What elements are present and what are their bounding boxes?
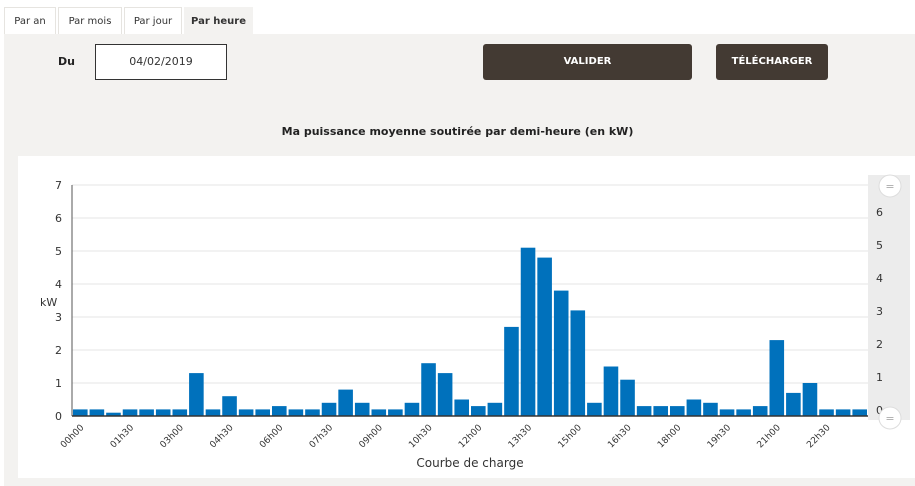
right-axis-tick-label: 2 <box>876 338 883 351</box>
bar <box>354 402 370 416</box>
x-tick-label: 03h00 <box>159 423 186 450</box>
validate-button[interactable]: VALIDER <box>483 44 692 80</box>
bar <box>222 396 237 416</box>
x-tick-label: 12h00 <box>457 423 484 450</box>
y-tick-label: 1 <box>55 377 62 390</box>
bar <box>388 409 403 416</box>
handle-grip-icon: = <box>885 412 894 425</box>
right-axis-tick-label: 5 <box>876 239 883 252</box>
x-tick-label: 04h30 <box>208 423 235 450</box>
y-axis-label: kW <box>40 296 57 309</box>
bar <box>189 373 204 416</box>
bar <box>471 406 486 416</box>
bar <box>155 409 171 416</box>
bar <box>437 373 453 416</box>
scroll-handle-top[interactable]: = <box>878 174 902 198</box>
bar <box>139 409 154 416</box>
bar <box>653 406 668 416</box>
right-axis-tick-label: 6 <box>876 206 883 219</box>
y-tick-label: 7 <box>55 179 62 192</box>
x-tick-label: 00h00 <box>59 423 86 450</box>
bar <box>852 409 867 416</box>
x-tick-label: 21h00 <box>756 423 783 450</box>
y-tick-label: 0 <box>55 410 62 423</box>
y-tick-label: 2 <box>55 344 62 357</box>
x-axis-label: Courbe de charge <box>416 456 523 470</box>
bar <box>487 402 503 416</box>
download-button[interactable]: TÉLÉCHARGER <box>716 44 828 80</box>
handle-grip-icon: = <box>885 180 894 193</box>
right-axis-tick-label: 0 <box>876 404 883 417</box>
y-tick-label: 4 <box>55 278 62 291</box>
bar <box>338 389 353 416</box>
bar <box>321 402 337 416</box>
bar <box>769 340 785 416</box>
x-tick-label: 19h30 <box>706 423 733 450</box>
x-tick-label: 06h00 <box>258 423 285 450</box>
bar <box>703 402 718 416</box>
bar <box>520 247 536 416</box>
chart-title: Ma puissance moyenne soutirée par demi-h… <box>281 125 634 138</box>
y-tick-label: 6 <box>55 212 62 225</box>
bar <box>73 409 88 416</box>
x-tick-label: 07h30 <box>308 423 335 450</box>
bar <box>636 406 652 416</box>
x-tick-label: 15h00 <box>557 423 584 450</box>
right-axis-tick-label: 3 <box>876 305 883 318</box>
bar <box>288 409 304 416</box>
bar <box>255 409 270 416</box>
x-tick-label: 13h30 <box>507 423 534 450</box>
bar <box>603 366 619 416</box>
x-tick-label: 10h30 <box>407 423 434 450</box>
x-tick-label: 22h30 <box>805 423 832 450</box>
bar <box>238 409 254 416</box>
bar <box>504 326 519 416</box>
bar <box>404 402 420 416</box>
bar <box>587 402 602 416</box>
bar <box>272 406 287 416</box>
bar <box>172 409 188 416</box>
bar <box>570 310 586 416</box>
right-axis-tick-label: 1 <box>876 371 883 384</box>
bar <box>122 409 138 416</box>
bar <box>786 392 801 416</box>
bar <box>106 412 121 416</box>
bar <box>454 399 469 416</box>
bar <box>819 409 834 416</box>
bar <box>305 409 320 416</box>
tab-par-jour[interactable]: Par jour <box>124 7 182 35</box>
date-input[interactable]: 04/02/2019 <box>95 44 227 80</box>
date-label: Du <box>58 55 75 68</box>
y-tick-label: 3 <box>55 311 62 324</box>
x-tick-label: 09h00 <box>358 423 385 450</box>
tab-par-heure[interactable]: Par heure <box>184 7 253 35</box>
bar <box>835 409 851 416</box>
tab-par-an[interactable]: Par an <box>4 7 56 35</box>
navigator-panel <box>868 175 910 420</box>
bar <box>205 409 221 416</box>
y-tick-label: 5 <box>55 245 62 258</box>
bar <box>620 379 635 416</box>
bar <box>371 409 387 416</box>
bar <box>719 409 735 416</box>
bar <box>802 383 818 416</box>
tab-par-mois[interactable]: Par mois <box>58 7 122 35</box>
scroll-handle-bottom[interactable]: = <box>878 406 902 430</box>
bar <box>736 409 751 416</box>
bar <box>421 363 436 416</box>
bar <box>89 409 105 416</box>
bar <box>670 406 685 416</box>
x-tick-label: 16h30 <box>606 423 633 450</box>
bar <box>686 399 702 416</box>
bar <box>537 257 552 416</box>
bar <box>752 406 768 416</box>
x-tick-label: 01h30 <box>109 423 136 450</box>
bar <box>553 290 569 416</box>
right-axis-tick-label: 4 <box>876 272 883 285</box>
x-tick-label: 18h00 <box>656 423 683 450</box>
